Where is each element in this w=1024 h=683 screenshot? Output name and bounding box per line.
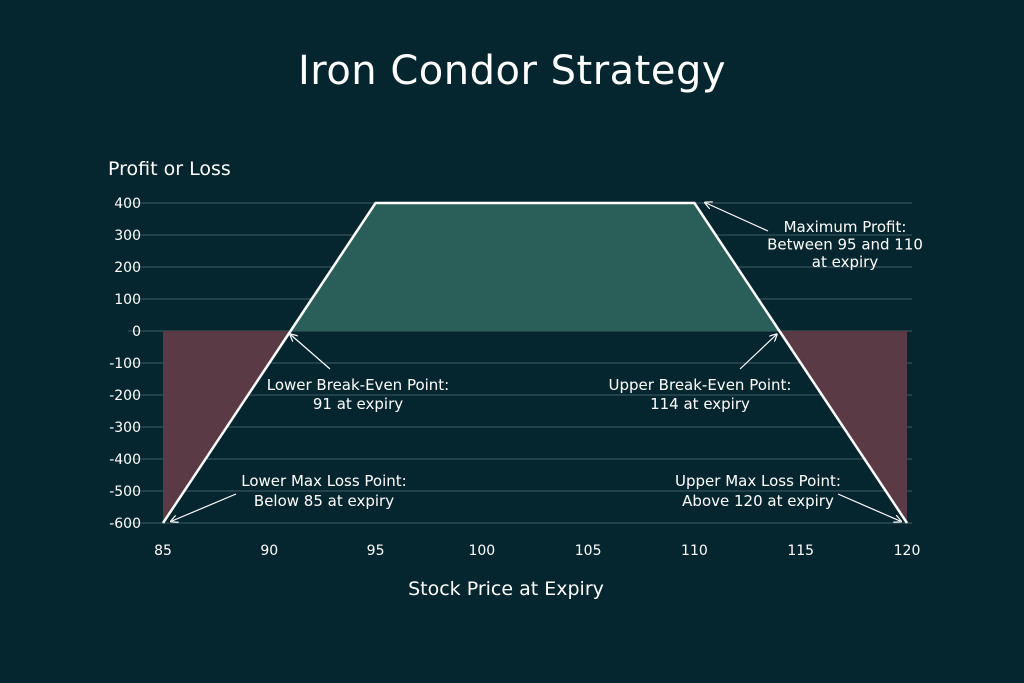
annotation-line: at expiry [812, 253, 879, 271]
x-tick-label: 110 [681, 543, 708, 559]
x-tick-label: 95 [367, 543, 385, 559]
x-tick-label: 120 [894, 543, 921, 559]
annotation-line: Maximum Profit: [784, 218, 907, 236]
y-tick-label: -600 [109, 516, 141, 532]
y-tick-label: 0 [132, 324, 141, 340]
annotation-line: Above 120 at expiry [682, 492, 834, 510]
payoff-line [161, 201, 909, 524]
profit-area [290, 203, 780, 331]
annotation-line: Upper Break-Even Point: [609, 376, 792, 394]
annotations: Maximum Profit: Between 95 and 110 at expi… [172, 203, 923, 521]
annotation-line: Lower Break-Even Point: [267, 376, 450, 394]
annotation-upper-be: Upper Break-Even Point: 114 at expiry [609, 376, 792, 413]
y-tick-label: 100 [114, 292, 141, 308]
annotation-line: Upper Max Loss Point: [675, 472, 841, 490]
payoff-line-group [161, 201, 909, 524]
chart-title: Iron Condor Strategy [297, 48, 727, 94]
y-axis-label: Profit or Loss [108, 158, 231, 180]
annotation-arrow [739, 335, 776, 370]
annotation-line: 114 at expiry [650, 395, 750, 413]
x-tick-label: 100 [468, 543, 495, 559]
x-tick-label: 105 [575, 543, 602, 559]
y-tick-label: -100 [109, 356, 141, 372]
x-tick-label: 90 [260, 543, 278, 559]
annotation-line: Lower Max Loss Point: [241, 472, 406, 490]
annotation-max-profit: Maximum Profit: Between 95 and 110 at expi… [767, 218, 923, 271]
annotation-arrow [837, 493, 900, 521]
y-tick-label: -200 [109, 388, 141, 404]
annotation-arrow [172, 493, 237, 521]
annotation-line: Below 85 at expiry [254, 492, 394, 510]
y-tick-label: 400 [114, 196, 141, 212]
annotation-lower-be: Lower Break-Even Point: 91 at expiry [267, 376, 450, 413]
annotation-line: 91 at expiry [313, 395, 403, 413]
y-tick-label: 300 [114, 228, 141, 244]
x-axis-label: Stock Price at Expiry [408, 578, 604, 600]
annotation-arrow [291, 335, 331, 370]
y-tick-label: 200 [114, 260, 141, 276]
y-tick-label: -500 [109, 484, 141, 500]
annotation-line: Between 95 and 110 [767, 236, 923, 254]
annotation-arrow [706, 203, 769, 232]
y-tick-label: -300 [109, 420, 141, 436]
annotation-upper-ml: Upper Max Loss Point: Above 120 at expiry [675, 472, 841, 510]
annotation-lower-ml: Lower Max Loss Point: Below 85 at expiry [241, 472, 406, 510]
y-tick-label: -400 [109, 452, 141, 468]
x-tick-label: 85 [154, 543, 172, 559]
tick-labels: 400 300 200 100 0 -100 -200 -300 -400 -500 -600 85 9… [109, 196, 920, 559]
x-tick-label: 115 [787, 543, 814, 559]
